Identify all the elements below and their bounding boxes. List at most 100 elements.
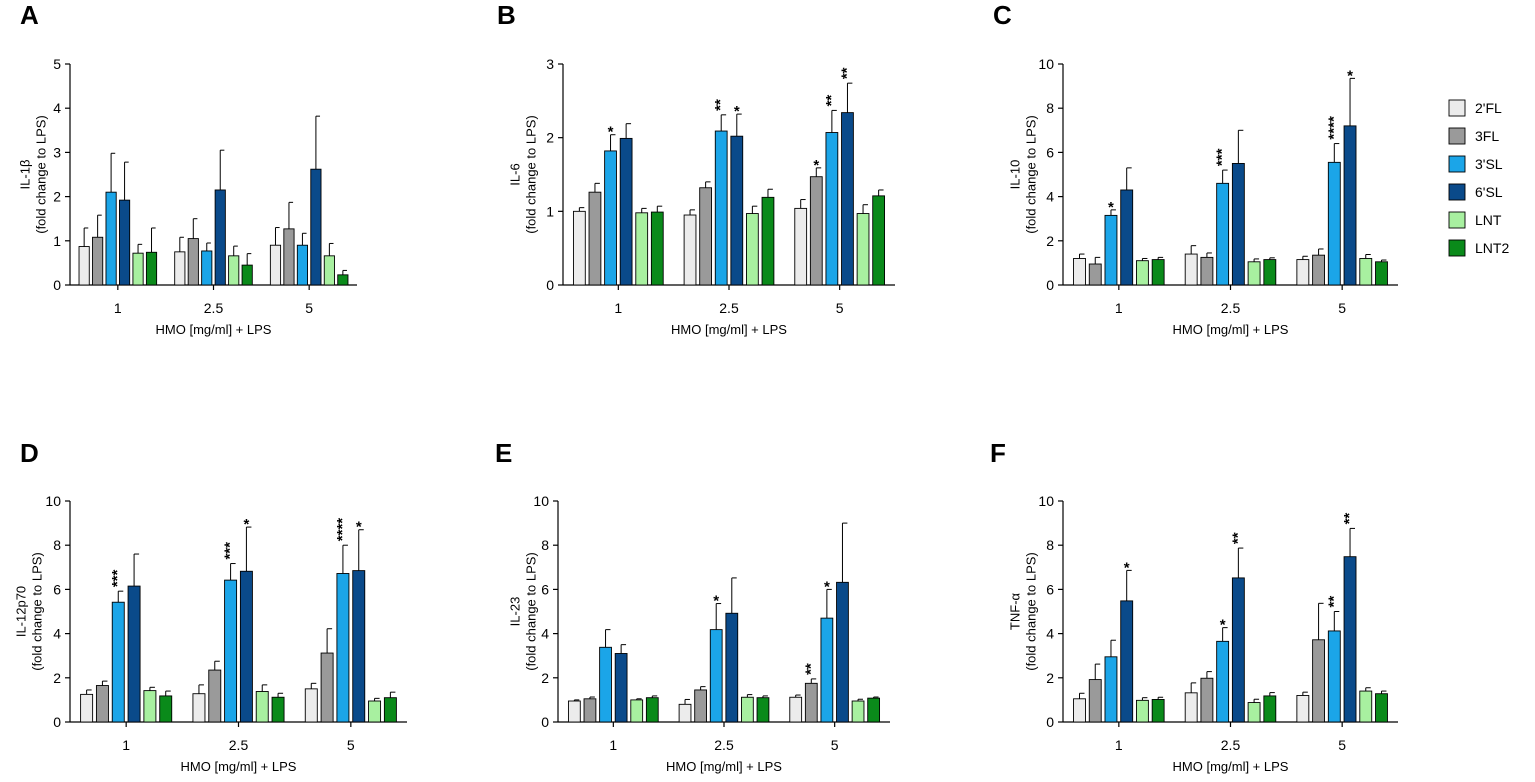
y-tick-label: 10	[1038, 56, 1054, 72]
bar-3sl-5	[1327, 630, 1341, 723]
significance-marker: *	[824, 578, 830, 595]
bar-2fl-5	[1296, 695, 1310, 723]
y-tick-label: 10	[533, 493, 549, 509]
bar-6sl-5	[836, 581, 849, 723]
bar-lnt-5	[1359, 258, 1373, 286]
panel-label: E	[495, 438, 512, 468]
bar-lnt-5	[856, 213, 870, 286]
bar-6sl-5	[352, 570, 366, 723]
bar-lnt2-5	[872, 195, 886, 286]
bar-lnt-5	[851, 700, 865, 723]
legend-item: LNT2	[1448, 239, 1509, 257]
significance-marker: *	[1220, 617, 1226, 634]
panel-d: D 0 2 4 6 8 10 IL-12p70 (fold change to LPS) 1 2.5…	[13, 438, 407, 774]
y-tick-label: 6	[541, 581, 549, 597]
y-tick-label: 0	[546, 277, 554, 293]
bar-lnt-2.5	[741, 696, 754, 723]
x-axis-label: HMO [mg/ml] + LPS	[671, 322, 787, 337]
significance-marker: **	[1341, 513, 1358, 525]
x-tick-label: 1	[114, 300, 122, 316]
significance-marker: *	[813, 157, 819, 174]
bar-lnt2-2.5	[761, 196, 775, 286]
y-tick-label: 4	[541, 626, 549, 642]
x-tick-label: 1	[1115, 737, 1123, 753]
bar-3sl-5	[1327, 161, 1341, 286]
x-tick-label: 2.5	[1221, 300, 1241, 316]
x-tick-label: 2.5	[204, 300, 224, 316]
significance-marker: *	[713, 593, 719, 610]
bar-3fl-5	[1312, 254, 1326, 286]
bar-3sl-1	[105, 191, 117, 286]
bar-2fl-2.5	[678, 703, 692, 723]
bar-lnt-1	[143, 690, 157, 723]
x-tick-label: 1	[614, 300, 622, 316]
bar-lnt2-5	[1375, 261, 1388, 286]
bar-3sl-1	[599, 646, 612, 723]
bar-3sl-2.5	[201, 250, 213, 286]
panel-f: F 0 2 4 6 8 10 TNF-α (fold change to LPS) 1 2.5 5 HM…	[990, 438, 1398, 774]
bar-6sl-2.5	[239, 570, 253, 723]
bar-3sl-5	[336, 573, 350, 723]
bar-2fl-2.5	[1184, 253, 1198, 286]
y-tick-label: 2	[1046, 670, 1054, 686]
bar-2fl-1	[1073, 698, 1086, 723]
significance-marker: *	[1124, 559, 1130, 576]
bar-3fl-1	[92, 236, 104, 286]
bar-6sl-1	[127, 585, 141, 723]
significance-marker: ****	[334, 518, 351, 542]
y-tick-label: 4	[53, 626, 61, 642]
panel-e: E 0 2 4 6 8 10 IL-23 (fold change to LPS) 1 2.5 5 HM…	[495, 438, 890, 774]
y-axis-sublabel: (fold change to LPS)	[523, 552, 538, 671]
significance-marker: ****	[1325, 116, 1342, 140]
bar-2fl-2.5	[1184, 692, 1198, 723]
significance-marker: *	[356, 519, 362, 536]
panel-label: D	[20, 438, 39, 468]
bar-lnt2-5	[1375, 693, 1388, 723]
y-axis-label: IL-10	[1007, 160, 1022, 190]
legend-swatch	[1448, 211, 1466, 229]
y-tick-label: 6	[1046, 581, 1054, 597]
bar-3fl-2.5	[187, 238, 199, 286]
bar-3sl-5	[825, 132, 839, 286]
bar-lnt2-2.5	[756, 697, 770, 723]
bar-3sl-1	[604, 150, 617, 286]
significance-marker: **	[712, 99, 729, 111]
bar-2fl-1	[567, 700, 581, 723]
x-axis-label: HMO [mg/ml] + LPS	[1173, 322, 1289, 337]
bar-lnt-2.5	[228, 255, 240, 286]
significance-marker: **	[802, 663, 819, 675]
significance-marker: ***	[109, 569, 126, 587]
y-tick-label: 2	[53, 189, 61, 205]
y-tick-label: 2	[53, 670, 61, 686]
bar-3fl-1	[583, 698, 597, 723]
x-axis-label: HMO [mg/ml] + LPS	[156, 322, 272, 337]
y-tick-label: 4	[1046, 626, 1054, 642]
y-axis-label: IL-1β	[17, 160, 32, 190]
bar-lnt2-1	[159, 695, 173, 723]
bar-2fl-5	[789, 696, 803, 723]
bar-3sl-1	[111, 601, 125, 723]
x-tick-label: 5	[305, 300, 313, 316]
x-tick-label: 5	[831, 737, 839, 753]
y-tick-label: 2	[1046, 233, 1054, 249]
significance-marker: **	[823, 95, 840, 107]
bar-3sl-2.5	[1216, 640, 1230, 723]
bar-2fl-5	[269, 244, 282, 286]
y-tick-label: 0	[541, 714, 549, 730]
bar-3fl-1	[95, 685, 109, 723]
bar-lnt-1	[132, 252, 144, 286]
panel-c: C 0 2 4 6 8 10 IL-10 (fold change to LPS) 1 2.5 5 HM…	[993, 0, 1398, 337]
y-axis-label: IL-23	[507, 597, 522, 627]
significance-marker: *	[1347, 67, 1353, 84]
bar-lnt2-1	[1151, 259, 1165, 286]
bar-6sl-5	[1343, 556, 1357, 723]
x-tick-label: 5	[1338, 300, 1346, 316]
panel-label: C	[993, 0, 1012, 30]
bar-2fl-1	[1073, 258, 1086, 286]
y-axis-label: TNF-α	[1007, 592, 1022, 630]
x-tick-label: 5	[1338, 737, 1346, 753]
x-tick-label: 1	[609, 737, 617, 753]
bar-3sl-1	[1104, 214, 1118, 286]
bar-6sl-5	[310, 168, 322, 286]
